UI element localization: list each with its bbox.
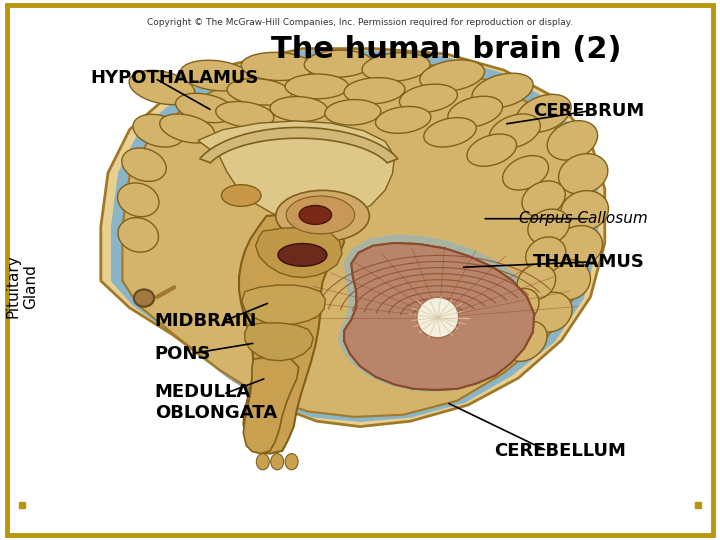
Ellipse shape bbox=[526, 237, 566, 273]
Ellipse shape bbox=[362, 52, 430, 82]
Ellipse shape bbox=[517, 264, 556, 300]
Ellipse shape bbox=[472, 73, 534, 108]
Ellipse shape bbox=[117, 183, 159, 217]
Ellipse shape bbox=[271, 454, 284, 470]
Ellipse shape bbox=[490, 114, 540, 148]
Ellipse shape bbox=[504, 321, 547, 361]
Polygon shape bbox=[245, 323, 313, 361]
Ellipse shape bbox=[467, 134, 516, 166]
Polygon shape bbox=[122, 59, 589, 417]
Polygon shape bbox=[242, 285, 325, 325]
Ellipse shape bbox=[376, 106, 431, 133]
Ellipse shape bbox=[557, 226, 603, 266]
Ellipse shape bbox=[424, 118, 476, 147]
Ellipse shape bbox=[547, 260, 590, 300]
Text: Corpus Callosum: Corpus Callosum bbox=[519, 211, 648, 226]
Ellipse shape bbox=[561, 191, 608, 231]
Text: CEREBELLUM: CEREBELLUM bbox=[495, 442, 626, 460]
Ellipse shape bbox=[134, 289, 154, 307]
Ellipse shape bbox=[522, 181, 565, 217]
Text: THALAMUS: THALAMUS bbox=[533, 253, 644, 271]
Text: HYPOTHALAMUS: HYPOTHALAMUS bbox=[90, 69, 258, 87]
Text: Copyright © The McGraw-Hill Companies, Inc. Permission required for reproduction: Copyright © The McGraw-Hill Companies, I… bbox=[147, 18, 573, 28]
Polygon shape bbox=[344, 243, 534, 390]
Ellipse shape bbox=[285, 74, 348, 99]
Ellipse shape bbox=[400, 84, 457, 112]
Ellipse shape bbox=[278, 244, 327, 266]
Text: The human brain (2): The human brain (2) bbox=[271, 35, 621, 64]
Ellipse shape bbox=[547, 120, 598, 160]
Ellipse shape bbox=[270, 97, 328, 122]
Ellipse shape bbox=[500, 288, 539, 325]
Polygon shape bbox=[112, 51, 598, 421]
Ellipse shape bbox=[122, 148, 166, 181]
Ellipse shape bbox=[529, 292, 572, 332]
Ellipse shape bbox=[176, 93, 235, 123]
Ellipse shape bbox=[417, 297, 459, 338]
Ellipse shape bbox=[503, 156, 549, 190]
Text: Pituitary
Gland: Pituitary Gland bbox=[5, 254, 37, 318]
Ellipse shape bbox=[300, 206, 331, 225]
Ellipse shape bbox=[160, 114, 215, 143]
Ellipse shape bbox=[344, 78, 405, 104]
Ellipse shape bbox=[325, 99, 381, 125]
Ellipse shape bbox=[129, 70, 195, 105]
Ellipse shape bbox=[256, 454, 269, 470]
Ellipse shape bbox=[420, 60, 485, 91]
Polygon shape bbox=[344, 243, 534, 390]
Ellipse shape bbox=[227, 78, 292, 105]
Polygon shape bbox=[338, 235, 539, 392]
Text: CEREBRUM: CEREBRUM bbox=[533, 102, 644, 120]
Ellipse shape bbox=[222, 185, 261, 206]
Ellipse shape bbox=[241, 52, 313, 80]
Ellipse shape bbox=[181, 60, 251, 91]
Polygon shape bbox=[256, 228, 342, 278]
Ellipse shape bbox=[133, 114, 184, 147]
Ellipse shape bbox=[216, 102, 274, 127]
Polygon shape bbox=[243, 357, 299, 454]
Ellipse shape bbox=[305, 50, 372, 77]
Ellipse shape bbox=[287, 196, 354, 234]
Ellipse shape bbox=[559, 154, 608, 194]
Text: MEDULLA
OBLONGATA: MEDULLA OBLONGATA bbox=[155, 383, 277, 422]
Text: MIDBRAIN: MIDBRAIN bbox=[155, 312, 257, 330]
Ellipse shape bbox=[285, 454, 298, 470]
Ellipse shape bbox=[479, 312, 518, 347]
Text: PONS: PONS bbox=[155, 345, 211, 363]
Polygon shape bbox=[199, 127, 398, 163]
Polygon shape bbox=[198, 121, 395, 222]
Ellipse shape bbox=[516, 94, 571, 132]
Ellipse shape bbox=[118, 218, 158, 252]
Polygon shape bbox=[239, 213, 344, 454]
Ellipse shape bbox=[528, 209, 570, 245]
Ellipse shape bbox=[448, 96, 503, 127]
Ellipse shape bbox=[276, 191, 369, 241]
Polygon shape bbox=[101, 49, 605, 427]
